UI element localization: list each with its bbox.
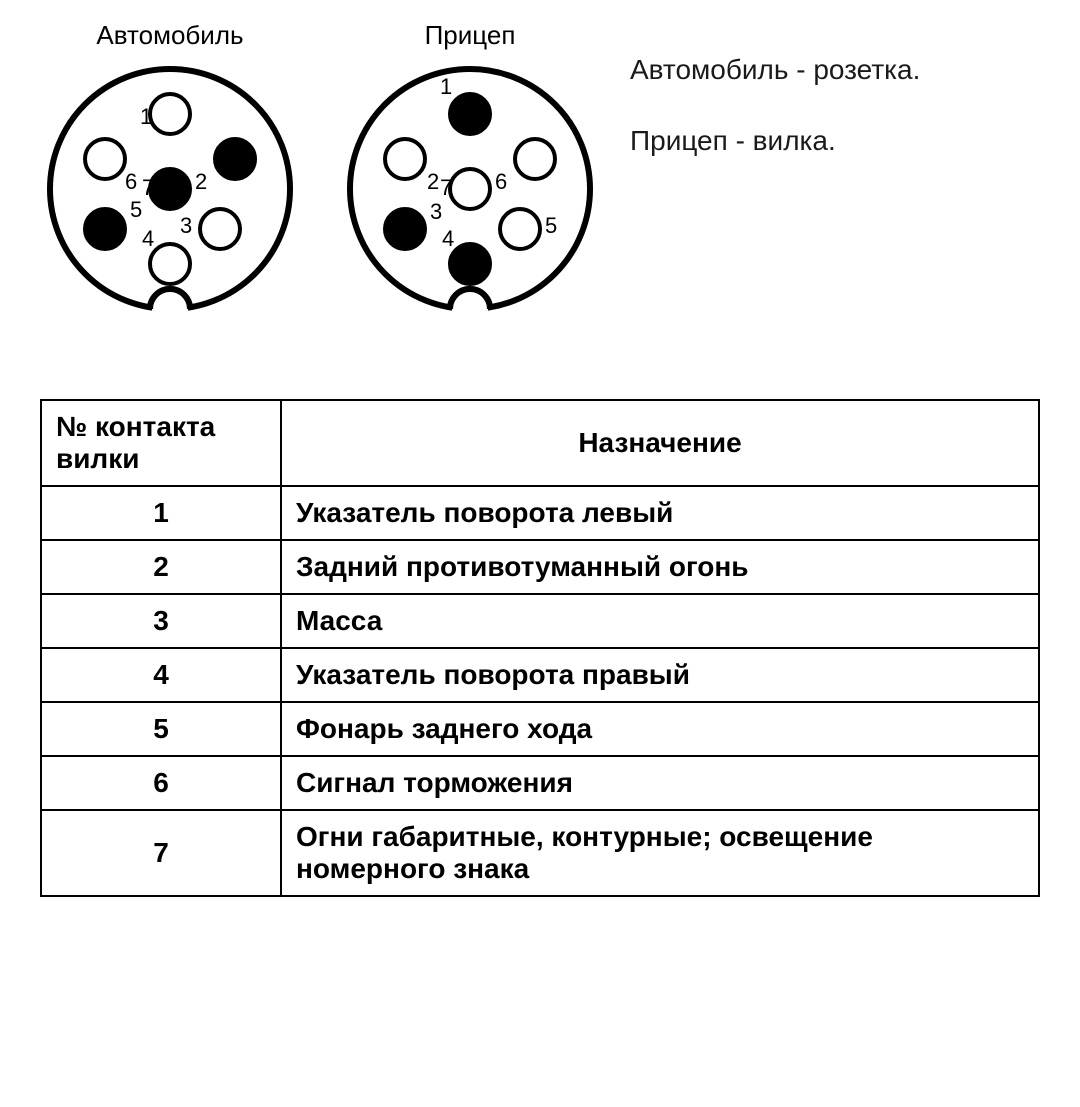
pin-number-cell: 5: [41, 702, 281, 756]
pin-circle: [450, 244, 490, 284]
pin-label: 3: [180, 213, 192, 238]
top-section: Автомобиль 1234567 Прицеп 1234567 Автомо…: [40, 20, 1040, 319]
table-row: 2Задний противотуманный огонь: [41, 540, 1039, 594]
pin-circle: [515, 139, 555, 179]
side-line-vehicle: Автомобиль - розетка.: [630, 50, 920, 89]
pin-circle: [150, 169, 190, 209]
pin-label: 1: [440, 74, 452, 99]
pin-circle: [385, 139, 425, 179]
trailer-connector-diagram: 1 2 34 5 6 7: [340, 59, 600, 319]
pin-number-cell: 7: [41, 810, 281, 896]
pin-description-cell: Сигнал торможения: [281, 756, 1039, 810]
table-row: 5Фонарь заднего хода: [41, 702, 1039, 756]
side-line-trailer: Прицеп - вилка.: [630, 121, 920, 160]
vehicle-connector-block: Автомобиль 1 23 45 67: [40, 20, 300, 319]
pin-description-cell: Масса: [281, 594, 1039, 648]
trailer-connector-block: Прицеп 1 2 34 5 6 7: [340, 20, 600, 319]
pin-label: 4: [142, 226, 154, 251]
vehicle-connector-diagram: 1 23 45 67: [40, 59, 300, 319]
pin-circle: [85, 139, 125, 179]
pin-circle: [500, 209, 540, 249]
pin-circle: [200, 209, 240, 249]
pin-circle: [150, 94, 190, 134]
vehicle-connector-title: Автомобиль: [96, 20, 243, 51]
pin-label: 7: [142, 175, 154, 200]
pin-label: 1: [140, 104, 152, 129]
pin-label: 4: [442, 226, 454, 251]
pin-description-cell: Указатель поворота левый: [281, 486, 1039, 540]
pin-label: 6: [125, 169, 137, 194]
table-header-num: № контакта вилки: [41, 400, 281, 486]
pin-description-cell: Задний противотуманный огонь: [281, 540, 1039, 594]
pin-circle: [385, 209, 425, 249]
trailer-connector-title: Прицеп: [425, 20, 516, 51]
pin-label: 5: [130, 197, 142, 222]
pin-circle: [450, 169, 490, 209]
table-row: 7Огни габаритные, контурные; освещение н…: [41, 810, 1039, 896]
pin-description-cell: Указатель поворота правый: [281, 648, 1039, 702]
pin-circle: [215, 139, 255, 179]
pin-label: 7: [440, 175, 452, 200]
pin-number-cell: 1: [41, 486, 281, 540]
side-description: Автомобиль - розетка. Прицеп - вилка.: [630, 20, 920, 319]
pin-description-cell: Фонарь заднего хода: [281, 702, 1039, 756]
pinout-table: № контакта вилки Назначение 1Указатель п…: [40, 399, 1040, 897]
table-row: 4Указатель поворота правый: [41, 648, 1039, 702]
pin-label: 2: [427, 169, 439, 194]
pin-circle: [85, 209, 125, 249]
pin-description-cell: Огни габаритные, контурные; освещение но…: [281, 810, 1039, 896]
pin-label: 6: [495, 169, 507, 194]
table-header-desc: Назначение: [281, 400, 1039, 486]
pin-number-cell: 4: [41, 648, 281, 702]
pin-label: 2: [195, 169, 207, 194]
pin-number-cell: 6: [41, 756, 281, 810]
connector-diagrams: Автомобиль 1234567 Прицеп 1234567: [40, 20, 600, 319]
pin-number-cell: 3: [41, 594, 281, 648]
table-row: 3Масса: [41, 594, 1039, 648]
pin-circle: [450, 94, 490, 134]
pin-label: 5: [545, 213, 557, 238]
pin-circle: [150, 244, 190, 284]
pin-number-cell: 2: [41, 540, 281, 594]
table-row: 1Указатель поворота левый: [41, 486, 1039, 540]
pin-label: 3: [430, 199, 442, 224]
table-row: 6Сигнал торможения: [41, 756, 1039, 810]
